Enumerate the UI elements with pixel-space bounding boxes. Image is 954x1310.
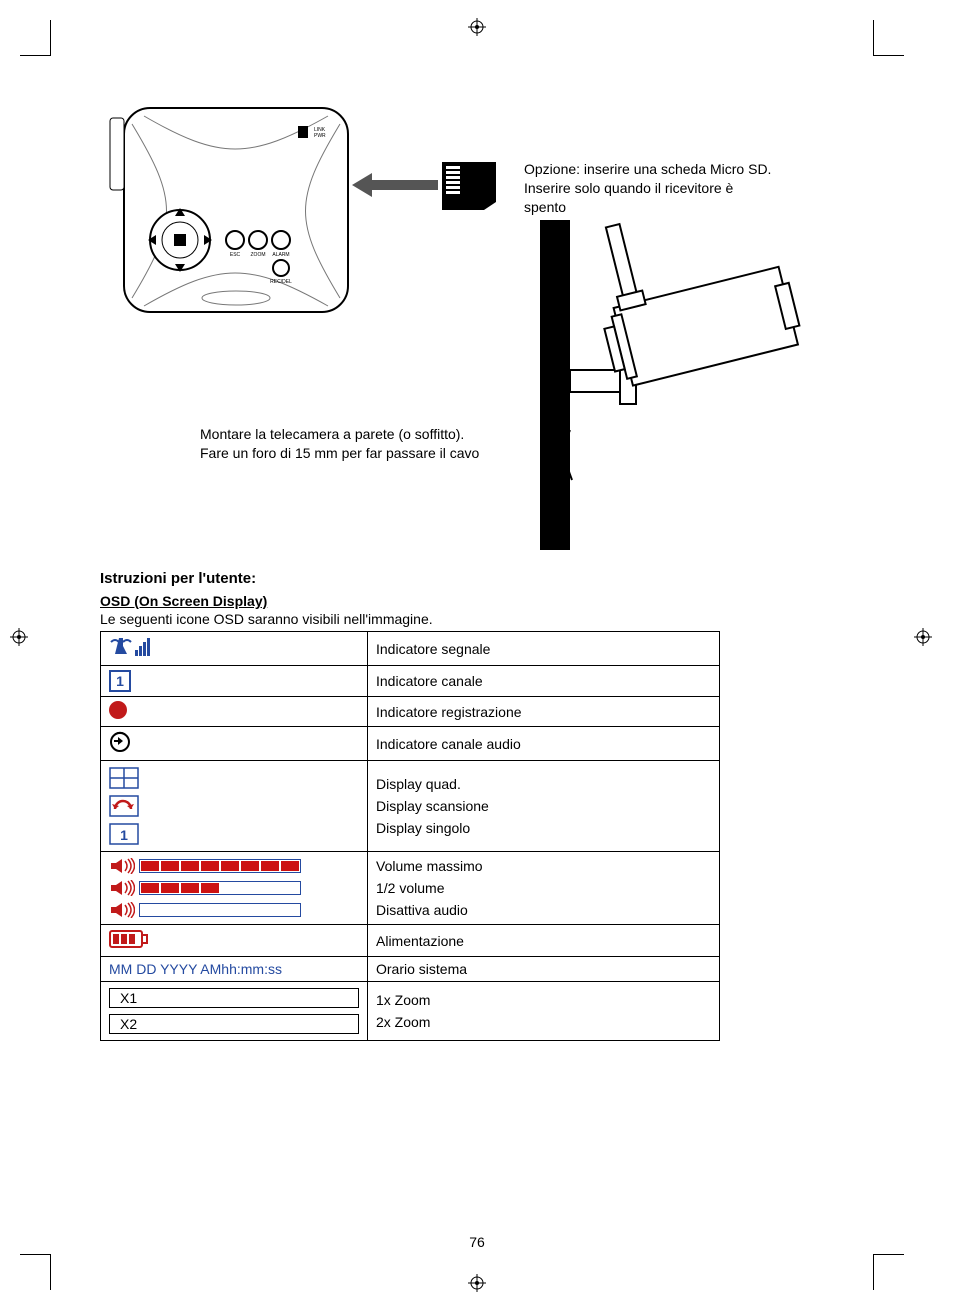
osd-desc: Indicatore canale audio <box>368 727 720 761</box>
osd-desc: Display quad. <box>376 776 711 792</box>
section-caption: Le seguenti icone OSD saranno visibili n… <box>100 611 850 627</box>
registration-mark-icon <box>468 1274 486 1292</box>
channel-icon: 1 <box>109 670 131 692</box>
svg-text:REC/DEL: REC/DEL <box>270 279 292 285</box>
osd-desc: Orario sistema <box>368 957 720 982</box>
record-icon <box>109 701 127 719</box>
receiver-illustration: ESC ZOOM ALARM REC/DEL LINK PWR <box>100 100 360 320</box>
scan-display-icon <box>109 795 139 817</box>
signal-icon <box>109 636 153 658</box>
single-display-icon: 1 <box>109 823 139 845</box>
audio-channel-icon <box>109 731 131 753</box>
osd-desc: Volume massimo <box>376 858 711 874</box>
volume-half-icon <box>109 880 359 896</box>
svg-text:ESC: ESC <box>230 252 241 258</box>
crop-mark <box>20 20 51 56</box>
mount-instruction-text: Montare la telecamera a parete (o soffit… <box>200 425 480 463</box>
time-format-label: MM DD YYYY AMhh:mm:ss <box>101 957 368 982</box>
osd-desc: Alimentazione <box>368 925 720 957</box>
osd-desc: Display singolo <box>376 820 711 836</box>
volume-mute-icon <box>109 902 359 918</box>
crop-mark <box>873 20 904 56</box>
zoom-2x-label: X2 <box>109 1014 359 1034</box>
registration-mark-icon <box>10 628 28 646</box>
osd-desc: Disattiva audio <box>376 902 711 918</box>
quad-display-icon <box>109 767 139 789</box>
battery-icon <box>109 929 149 949</box>
zoom-1x-label: X1 <box>109 988 359 1008</box>
osd-desc: Display scansione <box>376 798 711 814</box>
svg-text:ALARM: ALARM <box>272 252 289 258</box>
osd-desc: 1/2 volume <box>376 880 711 896</box>
svg-text:1: 1 <box>120 827 128 843</box>
osd-desc: Indicatore segnale <box>368 632 720 666</box>
section-heading: Istruzioni per l'utente: <box>100 570 850 587</box>
osd-desc: 2x Zoom <box>376 1014 711 1030</box>
registration-mark-icon <box>468 18 486 36</box>
registration-mark-icon <box>914 628 932 646</box>
svg-text:PWR: PWR <box>314 133 326 139</box>
crop-mark <box>20 1254 51 1290</box>
page-number: 76 <box>0 1234 954 1250</box>
microsd-card-icon <box>434 158 504 213</box>
svg-text:ZOOM: ZOOM <box>251 252 266 258</box>
camera-mount-illustration <box>500 180 820 560</box>
arrow-left-icon <box>350 170 440 200</box>
crop-mark <box>873 1254 904 1290</box>
osd-desc: Indicatore canale <box>368 666 720 697</box>
osd-desc: Indicatore registrazione <box>368 697 720 727</box>
osd-table: Indicatore segnale 1 Indicatore canale I… <box>100 631 720 1041</box>
volume-max-icon <box>109 858 359 874</box>
section-subheading: OSD (On Screen Display) <box>100 593 850 609</box>
osd-desc: 1x Zoom <box>376 992 711 1008</box>
